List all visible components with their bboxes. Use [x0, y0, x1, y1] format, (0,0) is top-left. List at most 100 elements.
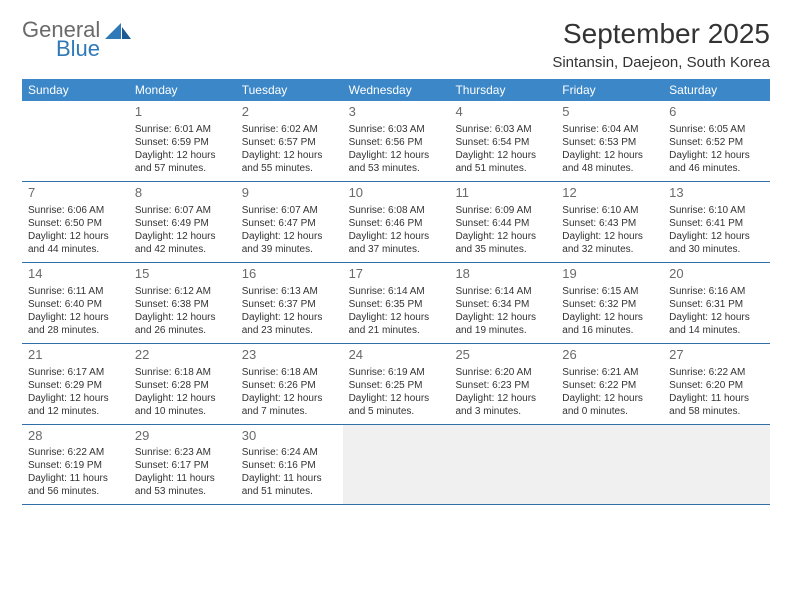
sunrise-text: Sunrise: 6:10 AM — [562, 204, 657, 217]
day-cell — [556, 425, 663, 505]
sunrise-text: Sunrise: 6:13 AM — [242, 285, 337, 298]
sunrise-text: Sunrise: 6:14 AM — [349, 285, 444, 298]
day-number: 7 — [28, 185, 123, 202]
sunset-text: Sunset: 6:20 PM — [669, 379, 764, 392]
day-cell: 4Sunrise: 6:03 AMSunset: 6:54 PMDaylight… — [449, 101, 556, 181]
day-number: 15 — [135, 266, 230, 283]
sunset-text: Sunset: 6:54 PM — [455, 136, 550, 149]
daylight-text: Daylight: 12 hours and 30 minutes. — [669, 230, 764, 256]
day-cell: 15Sunrise: 6:12 AMSunset: 6:38 PMDayligh… — [129, 263, 236, 343]
daylight-text: Daylight: 12 hours and 32 minutes. — [562, 230, 657, 256]
day-number: 23 — [242, 347, 337, 364]
daylight-text: Daylight: 12 hours and 10 minutes. — [135, 392, 230, 418]
day-cell — [343, 425, 450, 505]
sunrise-text: Sunrise: 6:06 AM — [28, 204, 123, 217]
day-number: 1 — [135, 104, 230, 121]
calendar-row: 21Sunrise: 6:17 AMSunset: 6:29 PMDayligh… — [22, 344, 770, 425]
daylight-text: Daylight: 11 hours and 56 minutes. — [28, 472, 123, 498]
sunset-text: Sunset: 6:43 PM — [562, 217, 657, 230]
day-cell: 14Sunrise: 6:11 AMSunset: 6:40 PMDayligh… — [22, 263, 129, 343]
day-number: 30 — [242, 428, 337, 445]
sunset-text: Sunset: 6:56 PM — [349, 136, 444, 149]
day-cell: 22Sunrise: 6:18 AMSunset: 6:28 PMDayligh… — [129, 344, 236, 424]
calendar-body: 1Sunrise: 6:01 AMSunset: 6:59 PMDaylight… — [22, 101, 770, 505]
day-cell: 21Sunrise: 6:17 AMSunset: 6:29 PMDayligh… — [22, 344, 129, 424]
sunrise-text: Sunrise: 6:24 AM — [242, 446, 337, 459]
day-cell: 2Sunrise: 6:02 AMSunset: 6:57 PMDaylight… — [236, 101, 343, 181]
day-number: 11 — [455, 185, 550, 202]
weekday-header: Thursday — [449, 79, 556, 101]
sunrise-text: Sunrise: 6:17 AM — [28, 366, 123, 379]
sunset-text: Sunset: 6:59 PM — [135, 136, 230, 149]
sunset-text: Sunset: 6:53 PM — [562, 136, 657, 149]
daylight-text: Daylight: 11 hours and 53 minutes. — [135, 472, 230, 498]
daylight-text: Daylight: 12 hours and 0 minutes. — [562, 392, 657, 418]
sunset-text: Sunset: 6:16 PM — [242, 459, 337, 472]
daylight-text: Daylight: 12 hours and 42 minutes. — [135, 230, 230, 256]
sunrise-text: Sunrise: 6:07 AM — [135, 204, 230, 217]
weekday-header: Saturday — [663, 79, 770, 101]
sunrise-text: Sunrise: 6:05 AM — [669, 123, 764, 136]
day-number: 4 — [455, 104, 550, 121]
sunrise-text: Sunrise: 6:09 AM — [455, 204, 550, 217]
day-cell: 12Sunrise: 6:10 AMSunset: 6:43 PMDayligh… — [556, 182, 663, 262]
day-cell: 7Sunrise: 6:06 AMSunset: 6:50 PMDaylight… — [22, 182, 129, 262]
sunrise-text: Sunrise: 6:12 AM — [135, 285, 230, 298]
daylight-text: Daylight: 12 hours and 26 minutes. — [135, 311, 230, 337]
sunrise-text: Sunrise: 6:22 AM — [28, 446, 123, 459]
daylight-text: Daylight: 12 hours and 57 minutes. — [135, 149, 230, 175]
daylight-text: Daylight: 12 hours and 46 minutes. — [669, 149, 764, 175]
daylight-text: Daylight: 12 hours and 16 minutes. — [562, 311, 657, 337]
topbar: General Blue September 2025 Sintansin, D… — [22, 18, 770, 71]
sunrise-text: Sunrise: 6:11 AM — [28, 285, 123, 298]
day-cell: 1Sunrise: 6:01 AMSunset: 6:59 PMDaylight… — [129, 101, 236, 181]
day-number: 29 — [135, 428, 230, 445]
sunrise-text: Sunrise: 6:18 AM — [135, 366, 230, 379]
day-cell: 26Sunrise: 6:21 AMSunset: 6:22 PMDayligh… — [556, 344, 663, 424]
sunrise-text: Sunrise: 6:19 AM — [349, 366, 444, 379]
calendar-row: 28Sunrise: 6:22 AMSunset: 6:19 PMDayligh… — [22, 425, 770, 506]
day-number: 22 — [135, 347, 230, 364]
sunset-text: Sunset: 6:29 PM — [28, 379, 123, 392]
sunrise-text: Sunrise: 6:04 AM — [562, 123, 657, 136]
sunset-text: Sunset: 6:17 PM — [135, 459, 230, 472]
daylight-text: Daylight: 12 hours and 7 minutes. — [242, 392, 337, 418]
daylight-text: Daylight: 12 hours and 3 minutes. — [455, 392, 550, 418]
day-cell: 29Sunrise: 6:23 AMSunset: 6:17 PMDayligh… — [129, 425, 236, 505]
day-cell: 18Sunrise: 6:14 AMSunset: 6:34 PMDayligh… — [449, 263, 556, 343]
sunrise-text: Sunrise: 6:21 AM — [562, 366, 657, 379]
day-number: 16 — [242, 266, 337, 283]
calendar-row: 14Sunrise: 6:11 AMSunset: 6:40 PMDayligh… — [22, 263, 770, 344]
day-number: 5 — [562, 104, 657, 121]
day-number: 9 — [242, 185, 337, 202]
sunrise-text: Sunrise: 6:07 AM — [242, 204, 337, 217]
day-cell — [22, 101, 129, 181]
daylight-text: Daylight: 12 hours and 55 minutes. — [242, 149, 337, 175]
day-cell — [663, 425, 770, 505]
sunset-text: Sunset: 6:32 PM — [562, 298, 657, 311]
day-number: 6 — [669, 104, 764, 121]
day-cell: 6Sunrise: 6:05 AMSunset: 6:52 PMDaylight… — [663, 101, 770, 181]
daylight-text: Daylight: 12 hours and 21 minutes. — [349, 311, 444, 337]
day-cell: 10Sunrise: 6:08 AMSunset: 6:46 PMDayligh… — [343, 182, 450, 262]
day-number: 8 — [135, 185, 230, 202]
day-cell: 19Sunrise: 6:15 AMSunset: 6:32 PMDayligh… — [556, 263, 663, 343]
sunset-text: Sunset: 6:49 PM — [135, 217, 230, 230]
day-cell: 8 Sunrise: 6:07 AMSunset: 6:49 PMDaylight… — [129, 182, 236, 262]
daylight-text: Daylight: 12 hours and 48 minutes. — [562, 149, 657, 175]
day-cell: 25Sunrise: 6:20 AMSunset: 6:23 PMDayligh… — [449, 344, 556, 424]
day-number: 17 — [349, 266, 444, 283]
sunset-text: Sunset: 6:31 PM — [669, 298, 764, 311]
daylight-text: Daylight: 11 hours and 58 minutes. — [669, 392, 764, 418]
daylight-text: Daylight: 12 hours and 37 minutes. — [349, 230, 444, 256]
weekday-header: Wednesday — [343, 79, 450, 101]
day-number: 14 — [28, 266, 123, 283]
sunset-text: Sunset: 6:22 PM — [562, 379, 657, 392]
sunset-text: Sunset: 6:19 PM — [28, 459, 123, 472]
sunrise-text: Sunrise: 6:16 AM — [669, 285, 764, 298]
brand-logo: General Blue — [22, 18, 131, 60]
day-cell: 27Sunrise: 6:22 AMSunset: 6:20 PMDayligh… — [663, 344, 770, 424]
day-cell: 20Sunrise: 6:16 AMSunset: 6:31 PMDayligh… — [663, 263, 770, 343]
brand-text: General Blue — [22, 18, 100, 60]
calendar-row: 1Sunrise: 6:01 AMSunset: 6:59 PMDaylight… — [22, 101, 770, 182]
